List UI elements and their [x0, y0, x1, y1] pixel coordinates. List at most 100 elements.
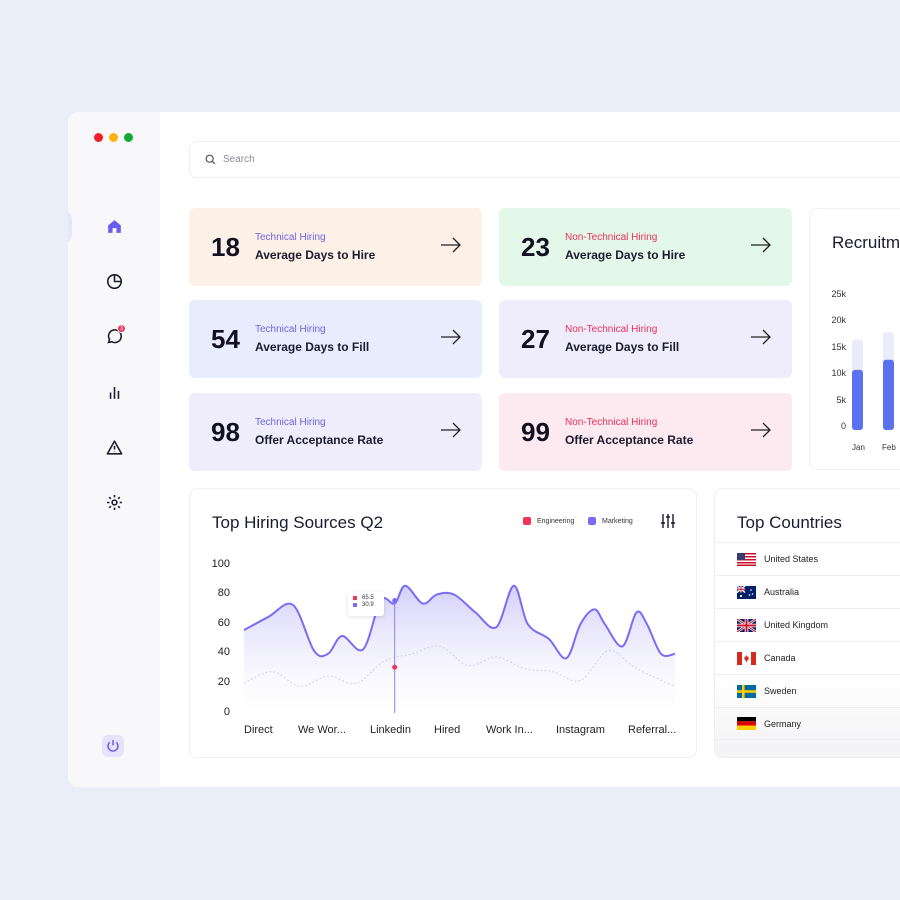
stat-label: Offer Acceptance Rate	[255, 433, 384, 447]
stat-card-tech-days-to-fill[interactable]: 54 Technical Hiring Average Days to Fill	[189, 300, 482, 378]
y-tick: 60	[217, 617, 230, 629]
warning-icon	[106, 439, 122, 455]
maximize-dot[interactable]	[124, 133, 133, 142]
gear-icon	[106, 494, 122, 510]
tooltip-marketing: 30.9	[362, 602, 374, 608]
stat-category: Non-Technical Hiring	[565, 232, 658, 243]
y-tick: 80	[217, 587, 230, 599]
bar-jan[interactable]	[852, 369, 863, 430]
stat-card-nontech-days-to-fill[interactable]: 27 Non-Technical Hiring Average Days to F…	[499, 300, 792, 378]
stat-card-nontech-offer-acceptance[interactable]: 99 Non-Technical Hiring Offer Acceptance …	[499, 393, 792, 471]
nav-reports[interactable]	[102, 380, 126, 404]
stat-card-nontech-days-to-hire[interactable]: 23 Non-Technical Hiring Average Days to H…	[499, 208, 792, 286]
y-tick: 40	[217, 646, 230, 658]
bar-feb[interactable]	[883, 359, 894, 430]
engineering-series-line	[243, 645, 676, 687]
nav-settings[interactable]	[102, 490, 126, 514]
filter-sliders-icon[interactable]	[659, 512, 677, 530]
stat-label: Average Days to Hire	[565, 248, 686, 262]
stat-category: Non-Technical Hiring	[565, 417, 658, 428]
legend-swatch	[523, 517, 531, 525]
arrow-right-icon[interactable]	[440, 421, 462, 439]
country-row[interactable]: Germany	[715, 707, 900, 740]
stat-label: Average Days to Fill	[255, 340, 370, 354]
nav-alerts[interactable]	[102, 435, 126, 459]
stat-card-tech-offer-acceptance[interactable]: 98 Technical Hiring Offer Acceptance Rate	[189, 393, 482, 471]
x-tick: Work In...	[486, 724, 533, 736]
arrow-right-icon[interactable]	[440, 236, 462, 254]
arrow-right-icon[interactable]	[750, 236, 772, 254]
country-row[interactable]: Sweden	[715, 674, 900, 707]
logout-button[interactable]	[102, 735, 124, 757]
x-tick: Instagram	[556, 724, 605, 736]
engineering-hover-point[interactable]	[392, 664, 398, 670]
country-name: Canada	[764, 653, 796, 663]
stat-value: 23	[521, 231, 550, 262]
stat-label: Average Days to Fill	[565, 340, 680, 354]
app-window: 3 18 Technical Hiring Average Days to Hir…	[68, 112, 900, 787]
country-row[interactable]: United Kingdom	[715, 608, 900, 641]
legend-swatch	[588, 517, 596, 525]
y-tick: 20	[217, 676, 230, 688]
marketing-hover-point[interactable]	[392, 598, 398, 604]
country-name: Germany	[764, 718, 802, 729]
country-name: Sweden	[764, 686, 797, 696]
nav-analytics[interactable]	[102, 269, 126, 293]
top-countries-card: Top Countries United States Australia Un…	[714, 488, 900, 758]
x-tick: We Wor...	[298, 724, 346, 736]
arrow-right-icon[interactable]	[750, 421, 772, 439]
x-tick: Referral...	[628, 724, 677, 736]
x-tick: Linkedin	[370, 724, 411, 736]
minimize-dot[interactable]	[109, 133, 118, 142]
stat-category: Technical Hiring	[255, 324, 326, 335]
legend-label: Engineering	[537, 517, 575, 525]
active-indicator	[68, 210, 72, 244]
power-icon	[107, 740, 119, 752]
search-bar[interactable]	[189, 141, 900, 178]
x-tick: Hired	[434, 724, 461, 736]
marketing-series-line	[243, 584, 676, 660]
y-tick: 25k	[831, 289, 846, 299]
legend-engineering: Engineering	[523, 517, 574, 525]
country-row[interactable]: United States	[715, 542, 900, 575]
notification-badge: 3	[117, 324, 126, 333]
y-tick: 10k	[831, 368, 846, 378]
canada-flag-icon	[737, 651, 756, 665]
chart-tooltip: 65.5 30.9	[348, 592, 384, 616]
home-icon	[107, 219, 121, 233]
uk-flag-icon	[737, 618, 756, 632]
window-controls	[94, 133, 133, 142]
y-tick: 5k	[836, 395, 846, 405]
stat-category: Non-Technical Hiring	[565, 324, 658, 335]
nav-messages[interactable]: 3	[102, 324, 126, 348]
pie-chart-icon	[106, 273, 122, 289]
sweden-flag-icon	[737, 684, 756, 698]
arrow-right-icon[interactable]	[440, 328, 462, 346]
stat-value: 99	[521, 416, 550, 447]
nav-home[interactable]	[102, 214, 126, 238]
card-title: Recruitm	[832, 233, 900, 252]
country-row[interactable]: Canada	[715, 641, 900, 674]
stat-category: Technical Hiring	[255, 232, 326, 243]
country-name: Australia	[764, 587, 800, 597]
stat-category: Technical Hiring	[255, 417, 326, 428]
tooltip-engineering: 65.5	[362, 595, 374, 601]
stat-label: Average Days to Hire	[255, 248, 376, 262]
x-tick: Jan	[852, 443, 865, 452]
legend-label: Marketing	[602, 517, 633, 525]
close-dot[interactable]	[94, 133, 103, 142]
bar-chart-icon	[109, 386, 119, 399]
card-title: Top Hiring Sources Q2	[212, 513, 384, 532]
card-title: Top Countries	[737, 513, 842, 532]
arrow-right-icon[interactable]	[750, 328, 772, 346]
stat-value: 27	[521, 323, 550, 354]
australia-flag-icon	[737, 585, 756, 599]
sidebar: 3	[68, 112, 160, 787]
search-input[interactable]	[223, 154, 523, 165]
hiring-sources-area-chart	[243, 584, 676, 713]
country-row[interactable]: Australia	[715, 575, 900, 608]
stat-card-tech-days-to-hire[interactable]: 18 Technical Hiring Average Days to Hire	[189, 208, 482, 286]
x-tick: Direct	[244, 724, 273, 736]
legend-marketing: Marketing	[588, 517, 633, 525]
y-tick: 15k	[831, 342, 846, 352]
